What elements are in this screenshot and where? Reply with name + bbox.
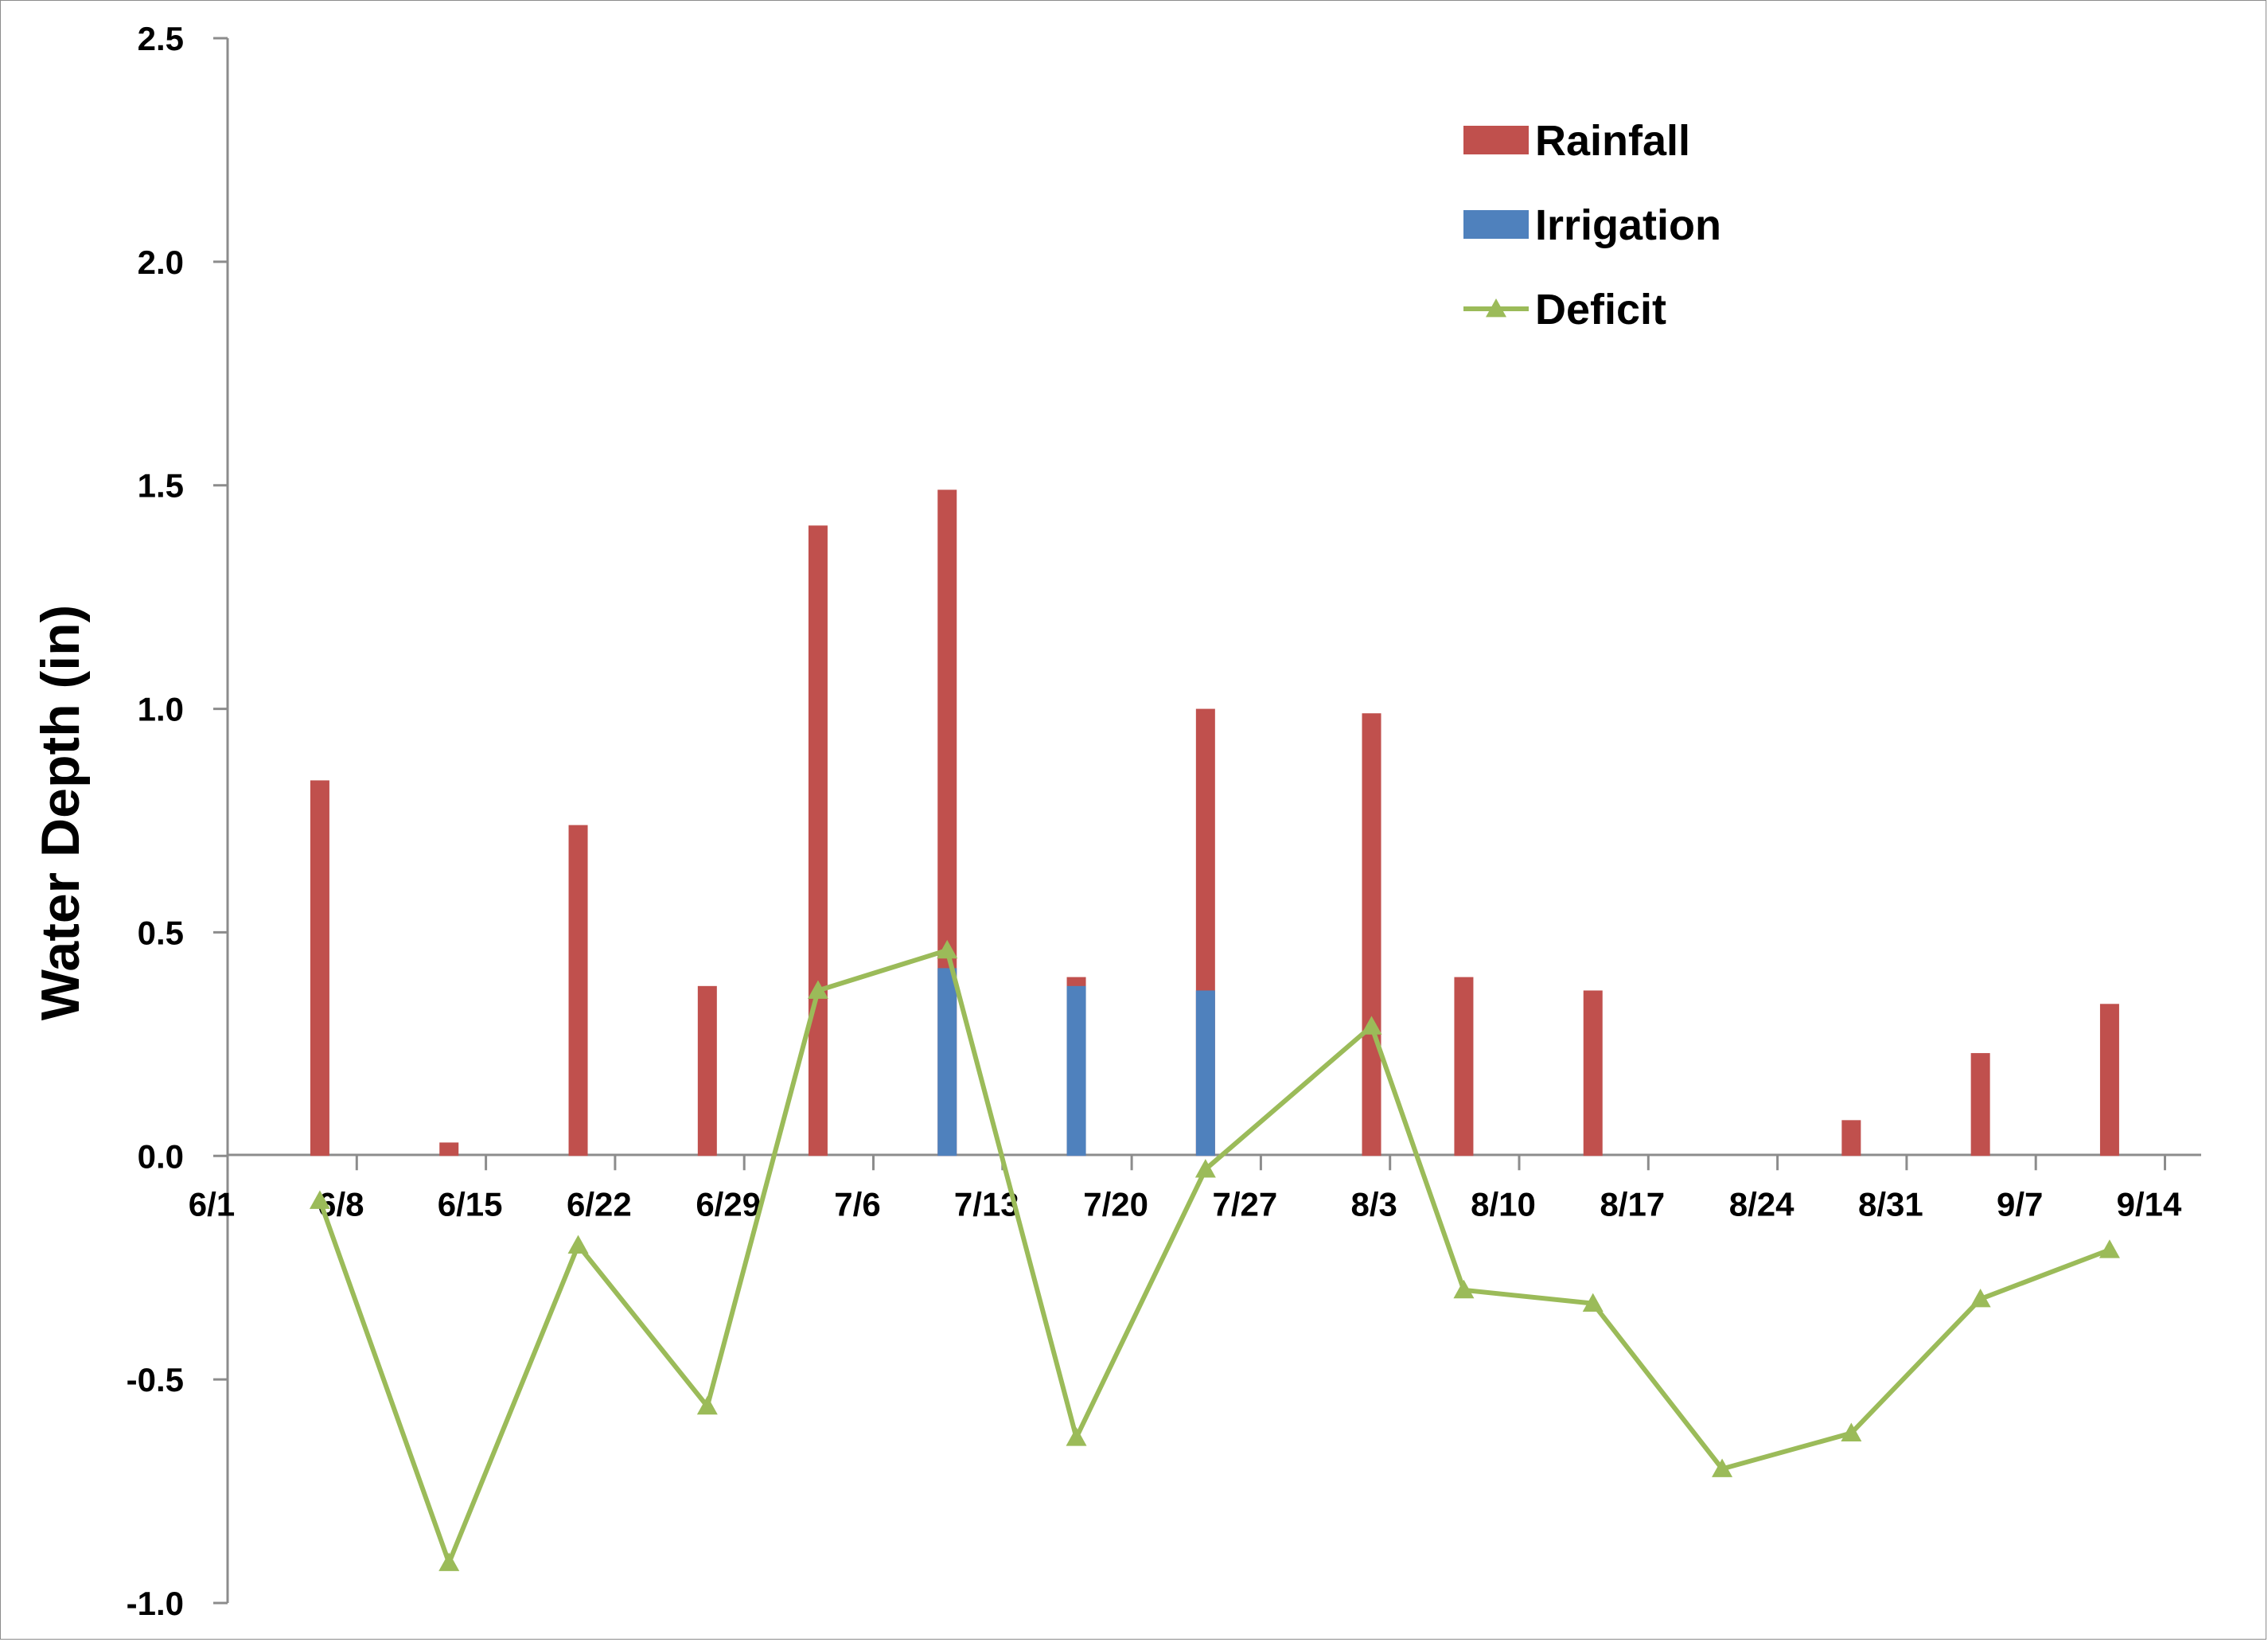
deficit-line (309, 939, 2120, 1571)
x-tick-label: 6/15 (438, 1185, 503, 1223)
deficit-point (696, 1395, 718, 1415)
x-tick-label: 7/13 (954, 1185, 1019, 1223)
x-tick-label: 8/10 (1471, 1185, 1536, 1223)
deficit-point (807, 980, 828, 999)
rainfall-bar (2099, 1004, 2119, 1156)
x-tick-label: 8/24 (1729, 1185, 1795, 1223)
y-axis-title: Water Depth (in) (30, 605, 91, 1021)
y-tick-label: 1.0 (138, 691, 184, 728)
x-tick-label: 7/6 (834, 1185, 880, 1223)
legend-label-deficit: Deficit (1535, 286, 1666, 333)
rainfall-bar (1362, 713, 1381, 1156)
y-tick-label: 0.5 (138, 914, 184, 951)
rainfall-bar (697, 985, 717, 1156)
y-tick-label: 1.5 (138, 467, 184, 505)
x-tick-label: 8/17 (1600, 1185, 1665, 1223)
x-tick-label: 8/3 (1351, 1185, 1397, 1223)
deficit-point (1066, 1427, 1087, 1446)
legend-swatch-rainfall (1463, 126, 1529, 154)
rainfall-bar (808, 525, 828, 1156)
legend-swatch-irrigation (1463, 210, 1529, 239)
y-tick-label: 0.0 (138, 1137, 184, 1175)
irrigation-bar (937, 968, 957, 1156)
x-tick-label: 7/20 (1083, 1185, 1148, 1223)
x-tick-label: 9/7 (1997, 1185, 2043, 1223)
deficit-point (1194, 1159, 1216, 1178)
x-tick-label: 6/22 (567, 1185, 632, 1223)
deficit-point (1361, 1016, 1382, 1035)
deficit-point (1970, 1289, 1991, 1308)
rainfall-bar (310, 780, 329, 1156)
rainfall-bar (568, 825, 588, 1156)
legend-marker-deficit (1486, 298, 1506, 318)
y-tick-label: 2.0 (138, 244, 184, 281)
y-tick-label: -0.5 (127, 1361, 184, 1398)
x-ticks: 6/1 6/8 6/15 6/22 6/29 7/6 7/13 7/20 7/27 8/3 8/10… (189, 1156, 2182, 1223)
rainfall-bar (1454, 977, 1474, 1156)
deficit-point (1453, 1279, 1475, 1299)
deficit-point (309, 1190, 330, 1209)
y-ticks: 2.5 2.0 1.5 1.0 0.5 0.0 -0.5 -1.0 (127, 20, 228, 1622)
irrigation-bar (1195, 990, 1215, 1156)
deficit-point (1582, 1293, 1604, 1312)
deficit-point (2098, 1239, 2120, 1258)
legend-label-irrigation: Irrigation (1535, 201, 1721, 249)
bars (310, 489, 2119, 1156)
rainfall-bar (1583, 990, 1603, 1156)
y-tick-label: -1.0 (127, 1585, 184, 1622)
irrigation-bar (1066, 985, 1086, 1156)
deficit-point (1712, 1458, 1733, 1477)
rainfall-bar (1841, 1120, 1861, 1156)
deficit-point (937, 939, 958, 959)
legend-label-rainfall: Rainfall (1535, 117, 1690, 165)
x-tick-label: 8/31 (1858, 1185, 1923, 1223)
rainfall-bar (439, 1142, 459, 1156)
deficit-point (438, 1552, 460, 1571)
y-tick-label: 2.5 (138, 20, 184, 57)
x-tick-label: 6/29 (696, 1185, 761, 1223)
deficit-point (567, 1234, 589, 1254)
x-tick-label: 9/14 (2117, 1185, 2182, 1223)
legend: Rainfall Irrigation Deficit (1463, 117, 1721, 333)
deficit-point (1841, 1422, 1862, 1441)
x-tick-label: 7/27 (1213, 1185, 1278, 1223)
x-tick-label: 6/1 (189, 1185, 235, 1223)
rainfall-bar (1970, 1053, 1990, 1156)
